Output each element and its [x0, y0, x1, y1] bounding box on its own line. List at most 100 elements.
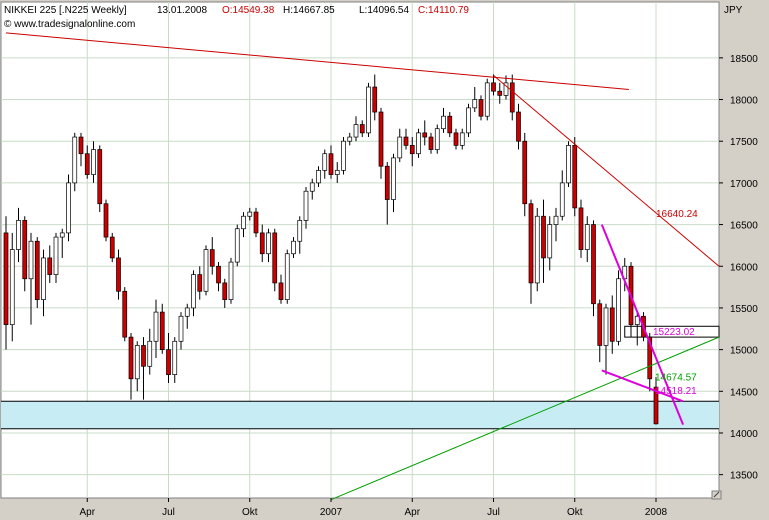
candle-body [416, 132, 421, 155]
candle-body [384, 165, 390, 200]
candle-body [609, 307, 615, 342]
candle-body [534, 215, 540, 284]
candle-body [378, 111, 384, 167]
x-axis: Apr Jul Okt 2007 Apr Jul Okt 2008 [79, 498, 668, 518]
header-date: 13.01.2008 [157, 5, 207, 16]
y-tick-label: 17000 [730, 179, 758, 190]
resistance-channel [624, 325, 720, 338]
x-tick-label: Okt [242, 507, 258, 518]
candle-body [34, 240, 40, 300]
candle-body [522, 140, 528, 205]
candle-body [147, 340, 153, 367]
candle-body [478, 99, 484, 117]
candle-body [428, 136, 434, 150]
candle-body [584, 224, 590, 250]
support-zone-band [1, 401, 719, 429]
candle-body [178, 315, 184, 342]
candle-body [516, 111, 521, 142]
candle-body [572, 145, 578, 209]
resize-grip-icon[interactable] [711, 490, 722, 500]
candle-body [22, 220, 28, 280]
candle-body [103, 203, 109, 238]
candle-body [553, 215, 559, 225]
header-high: H:14667.85 [283, 5, 335, 16]
y-tick-label: 14000 [730, 429, 758, 440]
candle-body [484, 82, 490, 117]
candle-body [334, 170, 340, 175]
candle-body [278, 282, 284, 300]
x-tick-label: 2008 [645, 507, 668, 518]
candle-body [547, 224, 553, 259]
candle-body [616, 278, 621, 342]
candle-body [66, 182, 71, 234]
candle-body [297, 220, 303, 242]
candle-body [259, 232, 265, 255]
candle-body [247, 211, 253, 217]
y-tick-label: 16500 [730, 221, 758, 232]
candle-body [166, 349, 171, 375]
candle-body [359, 124, 365, 134]
candle-body [9, 249, 15, 325]
y-tick-label: 15500 [730, 304, 758, 315]
candle-body [272, 232, 278, 284]
x-tick-label: 2007 [320, 507, 343, 518]
y-tick-label: 18000 [730, 96, 758, 107]
y-axis: 13500 14000 14500 15000 15500 16000 16500 17000… [719, 54, 758, 482]
candle-body [341, 140, 346, 171]
candle-body [397, 136, 403, 159]
candle-body [347, 136, 353, 142]
header-open: O:14549.38 [222, 5, 275, 16]
candle-body [3, 232, 9, 325]
trend-line [601, 369, 684, 403]
candle-body [172, 340, 178, 375]
candle-body [234, 228, 240, 263]
currency-label: JPY [724, 5, 743, 16]
candle-body [603, 307, 609, 346]
candle-body [403, 136, 409, 146]
candle-body [47, 257, 53, 275]
candle-body [191, 274, 196, 309]
candle-body [441, 115, 446, 130]
line-label: 14674.57 [655, 373, 697, 384]
candle-body [391, 157, 396, 200]
candle-body [472, 99, 478, 109]
candle-body [597, 303, 603, 346]
candle-body [209, 249, 215, 267]
trend-line [493, 74, 720, 267]
header-close: C:14110.79 [418, 5, 469, 16]
y-tick-label: 15000 [730, 346, 758, 357]
line-label: 15223.02 [653, 327, 695, 338]
gridlines [1, 2, 719, 498]
candle-body [134, 345, 140, 380]
candles [3, 74, 659, 425]
candle-body [578, 207, 584, 250]
candle-body [491, 82, 496, 92]
candle-body [509, 82, 515, 113]
candle-body [497, 90, 503, 96]
header-low: L:14096.54 [359, 5, 409, 16]
candle-body [328, 153, 334, 175]
candle-body [72, 136, 78, 184]
candle-body [591, 224, 596, 305]
candle-body [559, 182, 565, 217]
candle-body [253, 211, 259, 234]
candle-body [309, 182, 315, 192]
candle-body [266, 232, 271, 255]
trend-line [330, 336, 720, 501]
candle-body [16, 220, 21, 250]
candle-body [59, 232, 65, 238]
candle-body [459, 132, 465, 146]
trend-lines [5, 32, 720, 501]
candle-body [53, 236, 59, 275]
candle-body [372, 86, 378, 113]
watermark: © www.tradesignalonline.com [4, 19, 135, 30]
line-label: 16640.24 [656, 209, 698, 220]
candle-body [284, 253, 290, 300]
candle-body [91, 149, 96, 175]
x-tick-label: Okt [567, 507, 583, 518]
line-label: 14518.21 [655, 386, 697, 397]
candle-body [116, 257, 121, 292]
candle-body [184, 307, 190, 317]
candle-body [366, 86, 371, 134]
